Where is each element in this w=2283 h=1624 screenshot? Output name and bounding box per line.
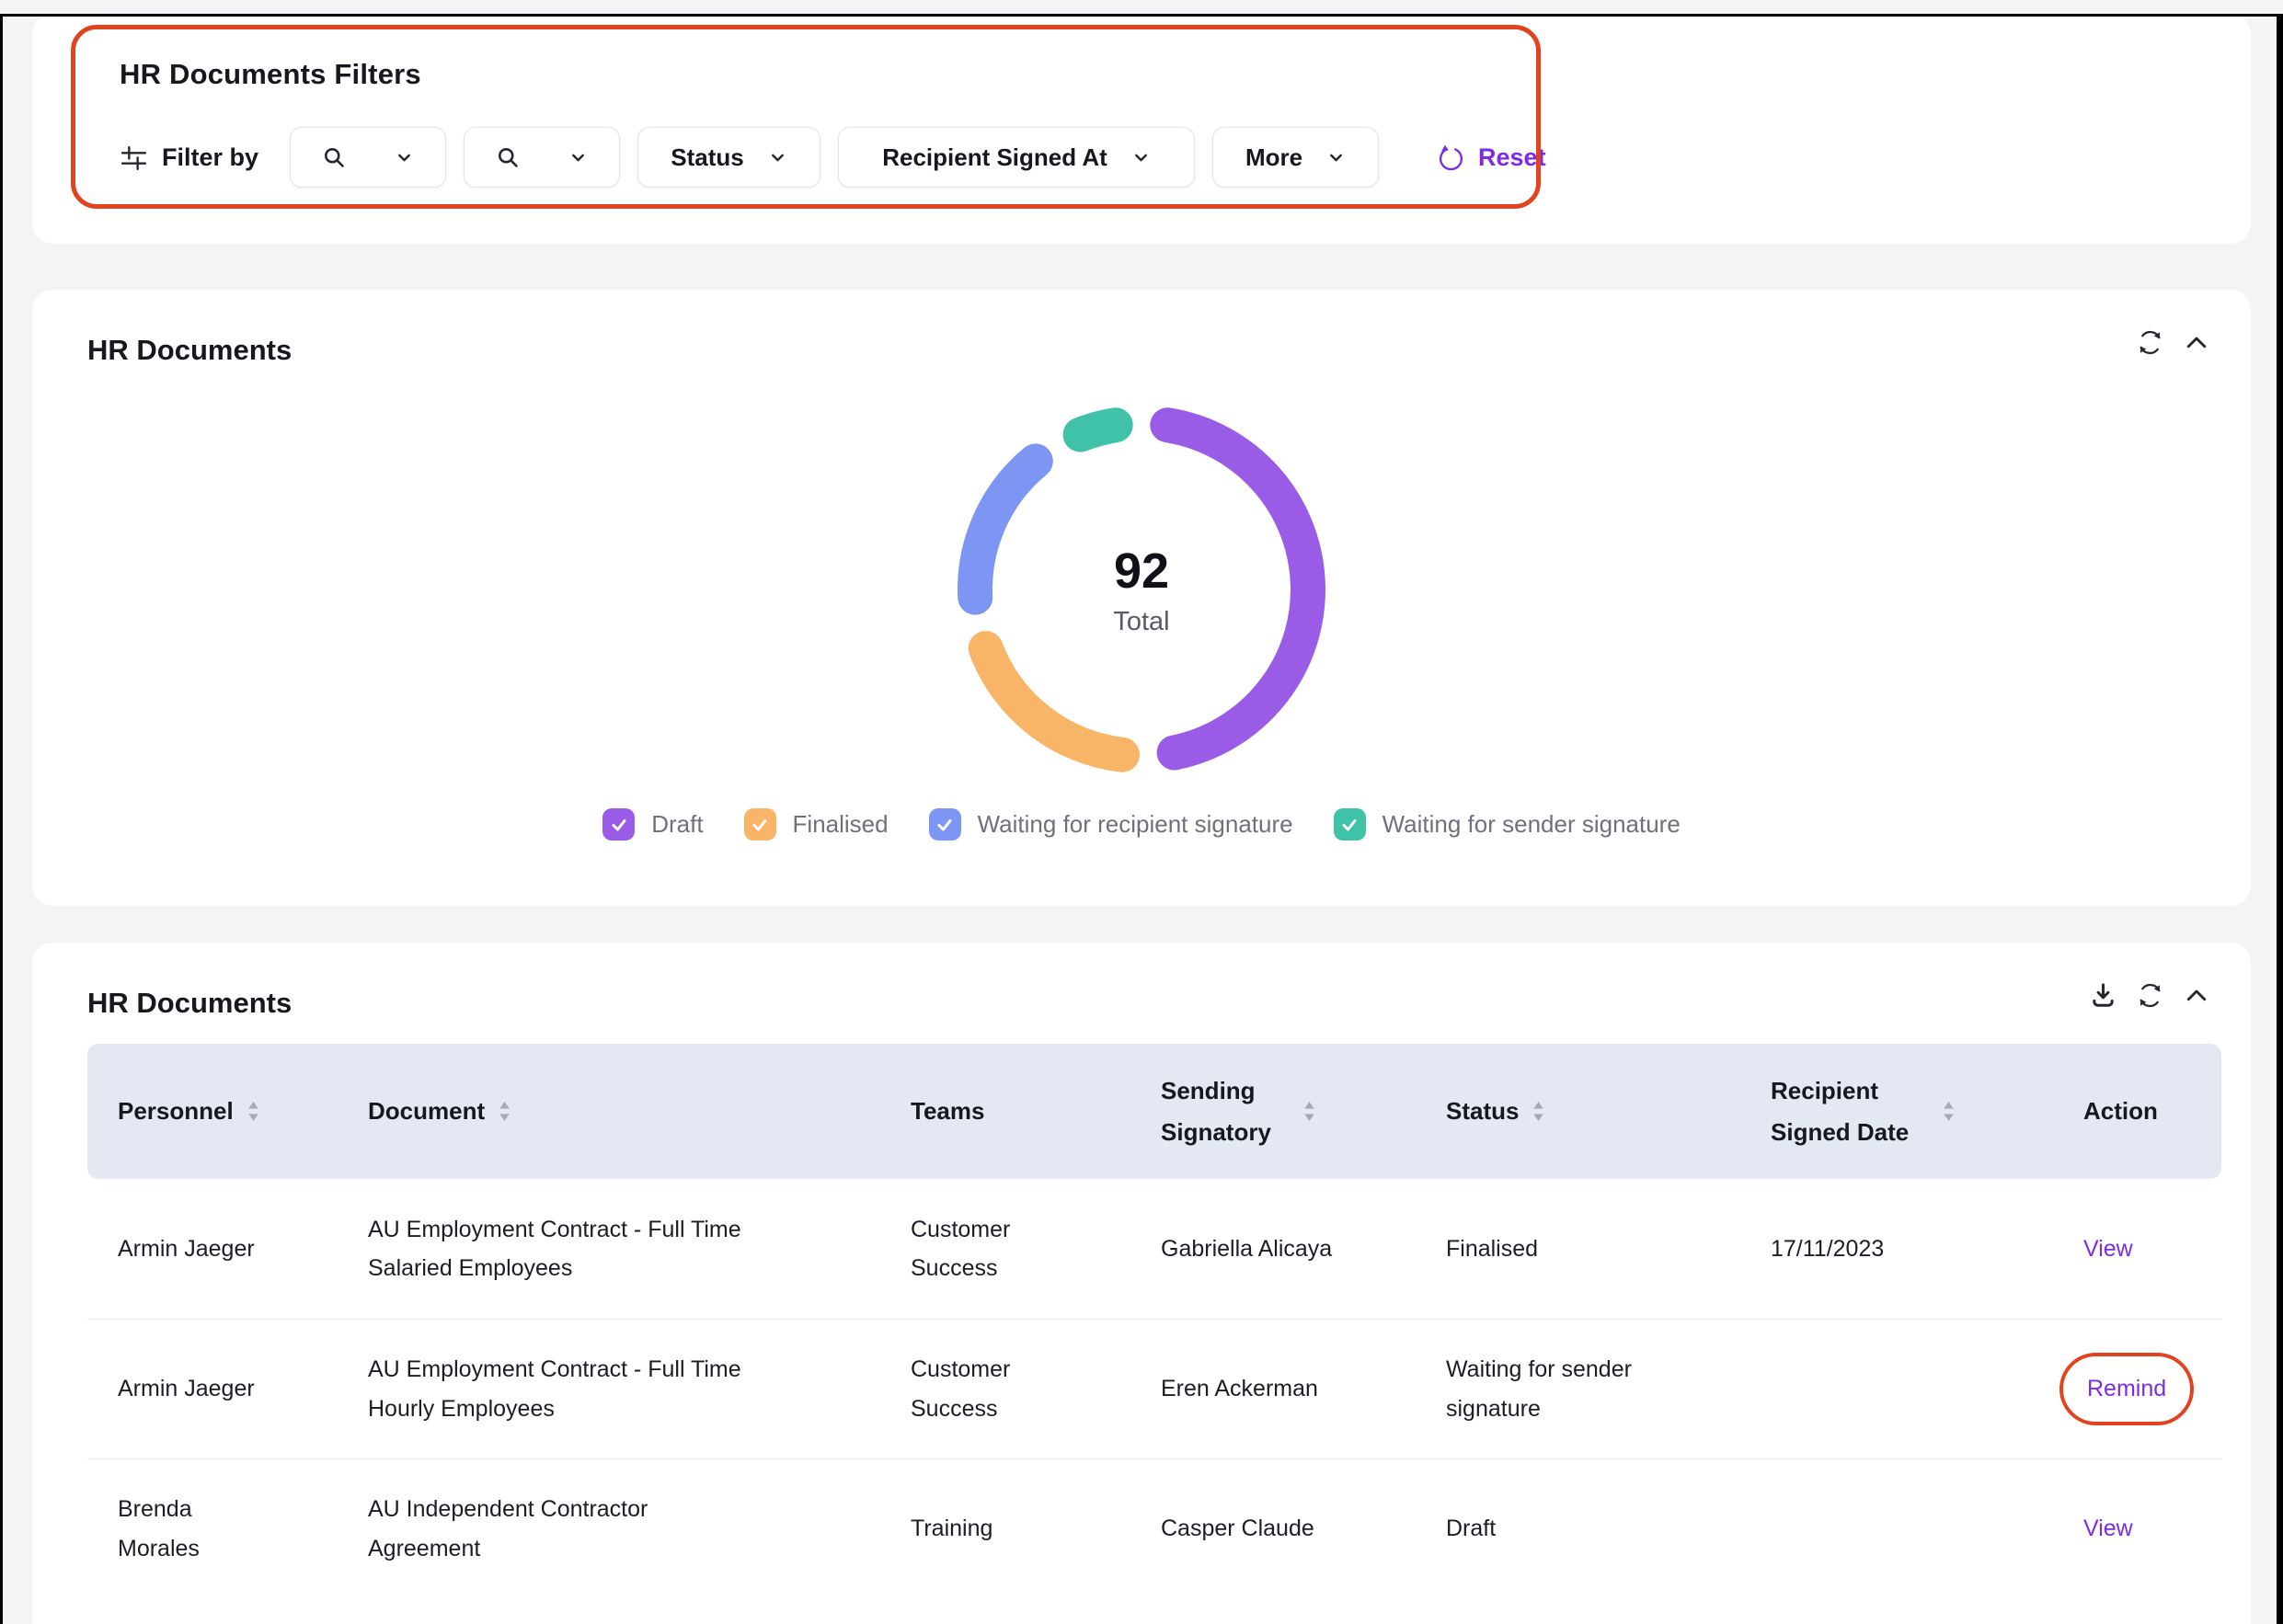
- hr-documents-table: Personnel Document Teams Sending Signato…: [87, 1044, 2221, 1598]
- column-header-action: Action: [2083, 1097, 2158, 1126]
- column-header-sending-signatory[interactable]: Sending Signatory: [1161, 1070, 1446, 1151]
- filter-dropdown-search-2[interactable]: [464, 127, 621, 188]
- cell-teams: Customer Success: [911, 1216, 1011, 1282]
- column-header-personnel[interactable]: Personnel: [87, 1091, 368, 1131]
- column-header-teams: Teams: [911, 1097, 985, 1126]
- filter-row: Filter by Status Recipient Signed At Mo: [120, 127, 1546, 188]
- filter-dropdown-status[interactable]: Status: [637, 127, 821, 188]
- download-icon: [2093, 983, 2114, 1007]
- checkmark-icon: [928, 808, 961, 841]
- cell-teams: Customer Success: [911, 1356, 1011, 1422]
- donut-svg: [958, 407, 1325, 772]
- donut-total-label: Total: [1113, 606, 1170, 636]
- refresh-icon: [2140, 983, 2161, 1008]
- cell-status: Finalised: [1446, 1235, 1539, 1262]
- donut-total-value: 92: [1113, 543, 1170, 599]
- view-link[interactable]: View: [2083, 1515, 2133, 1542]
- reset-filters-button[interactable]: Reset: [1437, 143, 1546, 172]
- collapse-button[interactable]: [2181, 980, 2212, 1012]
- legend-item-finalised[interactable]: Finalised: [743, 808, 889, 841]
- filter-dropdown-recipient-signed-at[interactable]: Recipient Signed At: [838, 127, 1196, 188]
- cell-status: Draft: [1446, 1515, 1497, 1542]
- table-row: Brenda Morales AU Independent Contractor…: [87, 1458, 2221, 1598]
- sliders-icon: [120, 145, 147, 170]
- cell-teams: Training: [911, 1515, 993, 1542]
- remind-link[interactable]: Remind: [2087, 1376, 2167, 1402]
- chevron-down-icon: [771, 154, 784, 161]
- annotation-circle-remind: Remind: [2059, 1353, 2195, 1425]
- cell-document: AU Employment Contract - Full Time Hourl…: [368, 1356, 741, 1422]
- collapse-button[interactable]: [2181, 327, 2212, 359]
- cell-personnel: Brenda Morales: [118, 1496, 200, 1561]
- checkmark-icon: [743, 808, 776, 841]
- cell-sending-signatory: Gabriella Alicaya: [1161, 1235, 1333, 1262]
- chevron-up-icon: [2186, 337, 2207, 348]
- legend-item-draft[interactable]: Draft: [602, 808, 704, 841]
- table-row: Armin Jaeger AU Employment Contract - Fu…: [87, 1179, 2221, 1319]
- chart-card-actions: [2134, 326, 2212, 359]
- filters-card-title: HR Documents Filters: [120, 58, 421, 90]
- refresh-button[interactable]: [2134, 979, 2166, 1012]
- table-card-title: HR Documents: [87, 987, 293, 1019]
- legend-item-waiting-sender[interactable]: Waiting for sender signature: [1333, 808, 1681, 841]
- sort-arrows-icon: [1533, 1102, 1544, 1121]
- chevron-down-icon: [1134, 154, 1147, 161]
- chart-card: HR Documents 92 Total: [32, 290, 2251, 906]
- donut-segment-waiting-for-sender-signature: [1062, 407, 1133, 452]
- search-icon: [325, 147, 344, 167]
- checkmark-icon: [602, 808, 636, 841]
- cell-sending-signatory: Eren Ackerman: [1161, 1376, 1318, 1402]
- table-card-actions: [2087, 979, 2212, 1012]
- filter-by-label: Filter by: [162, 143, 259, 171]
- cell-status: Waiting for sender signature: [1446, 1356, 1632, 1422]
- chart-legend: Draft Finalised Waiting for recipient si…: [32, 808, 2251, 841]
- cell-recipient-signed-date: 17/11/2023: [1771, 1235, 1885, 1262]
- filters-card: HR Documents Filters Filter by Status: [32, 14, 2251, 244]
- table-row: Armin Jaeger AU Employment Contract - Fu…: [87, 1319, 2221, 1458]
- chevron-down-icon: [398, 154, 410, 161]
- chevron-down-icon: [1330, 154, 1343, 161]
- cell-personnel: Armin Jaeger: [118, 1376, 255, 1402]
- column-header-recipient-signed-date[interactable]: Recipient Signed Date: [1771, 1070, 2083, 1151]
- search-icon: [499, 147, 518, 167]
- column-header-document[interactable]: Document: [368, 1091, 911, 1131]
- donut-segment-waiting-for-recipient-signature: [958, 443, 1053, 615]
- checkmark-icon: [1333, 808, 1366, 841]
- table-header-row: Personnel Document Teams Sending Signato…: [87, 1044, 2221, 1179]
- filter-dropdown-search-1[interactable]: [290, 127, 447, 188]
- donut-segment-finalised: [968, 631, 1141, 772]
- sort-arrows-icon: [499, 1102, 510, 1121]
- sort-arrows-icon: [1304, 1102, 1314, 1121]
- donut-segment-draft: [1150, 407, 1325, 771]
- rotate-ccw-icon: [1440, 144, 1463, 170]
- cell-document: AU Independent Contractor Agreement: [368, 1496, 648, 1561]
- filter-by: Filter by: [120, 143, 258, 172]
- donut-chart: 92 Total: [948, 396, 1335, 783]
- sort-arrows-icon: [247, 1102, 258, 1121]
- table-card: HR Documents: [32, 943, 2251, 1624]
- view-link[interactable]: View: [2083, 1235, 2133, 1262]
- filter-dropdown-more[interactable]: More: [1212, 127, 1380, 188]
- chevron-down-icon: [572, 154, 584, 161]
- chevron-up-icon: [2186, 989, 2207, 1001]
- column-header-status[interactable]: Status: [1446, 1091, 1771, 1131]
- cell-document: AU Employment Contract - Full Time Salar…: [368, 1216, 741, 1282]
- cell-personnel: Armin Jaeger: [118, 1235, 255, 1262]
- chart-card-title: HR Documents: [87, 334, 293, 366]
- refresh-button[interactable]: [2134, 326, 2166, 359]
- legend-item-waiting-recipient[interactable]: Waiting for recipient signature: [928, 808, 1293, 841]
- cell-sending-signatory: Casper Claude: [1161, 1515, 1314, 1542]
- refresh-icon: [2140, 330, 2161, 355]
- download-button[interactable]: [2087, 979, 2119, 1012]
- sort-arrows-icon: [1944, 1102, 1954, 1121]
- donut-center: 92 Total: [948, 396, 1335, 783]
